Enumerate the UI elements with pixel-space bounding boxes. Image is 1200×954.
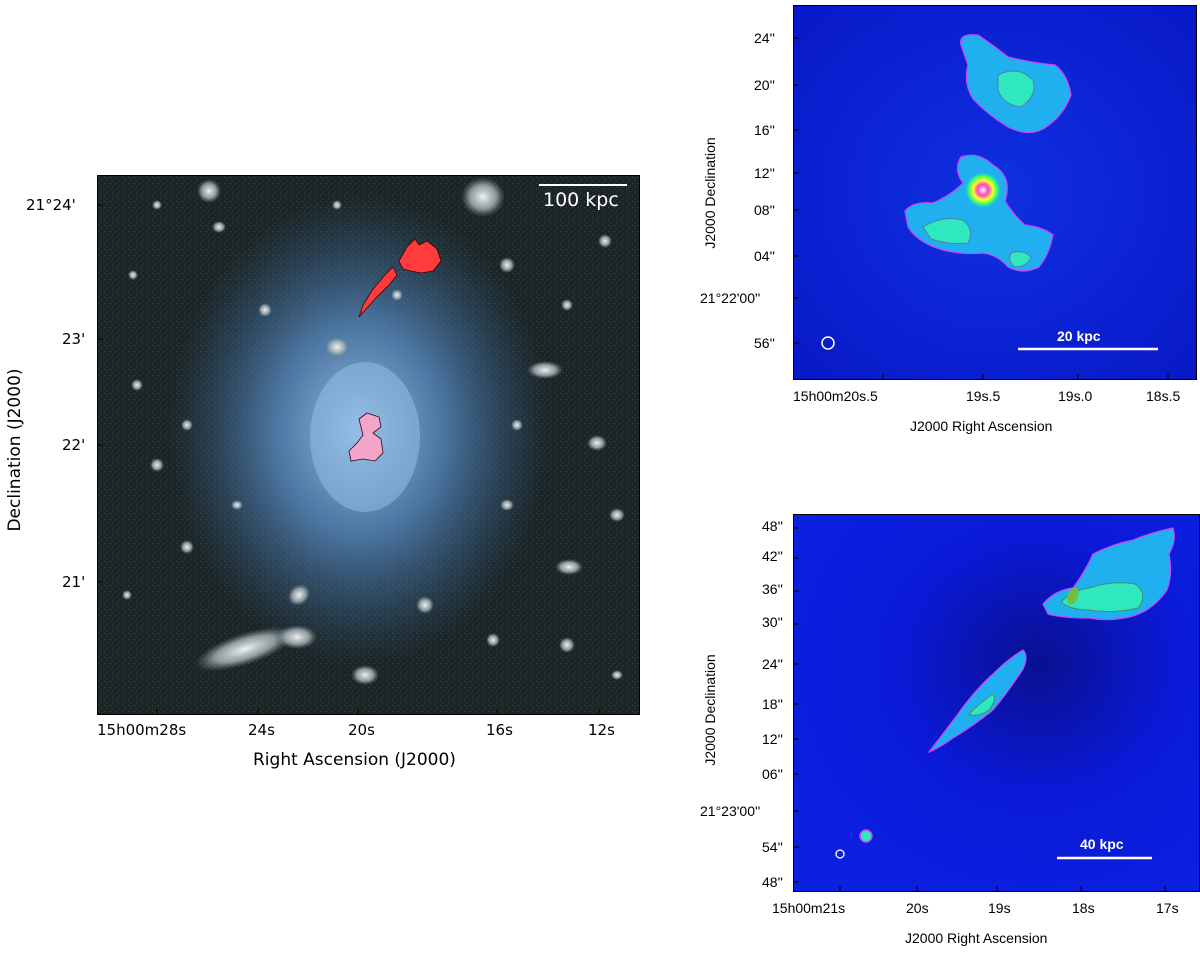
y-tick-2: 23' — [62, 330, 86, 348]
bottom-right-panel: 40 kpc 48'' 42'' 36'' 30'' 24'' 18'' 12'… — [680, 500, 1200, 954]
radio-tail-inner — [968, 693, 995, 716]
frame-border — [793, 5, 1197, 380]
southern-knot — [1009, 251, 1032, 268]
x-tick-2: 24s — [248, 721, 275, 739]
y-tick-6: 04'' — [754, 248, 775, 264]
southern-emission-inner — [922, 218, 972, 244]
y-tick-7: 21°22'00'' — [700, 290, 761, 306]
x-tick-2: 19s.5 — [966, 388, 1001, 404]
scale-bar-label: 40 kpc — [1080, 836, 1124, 852]
radio-map-top — [793, 5, 1197, 380]
x-tick-3: 19s — [988, 900, 1011, 916]
y-tick-4: 21' — [62, 573, 86, 591]
x-tick-5: 12s — [588, 721, 615, 739]
y-tick-7: 12'' — [762, 731, 783, 747]
y-tick-4: 12'' — [754, 165, 775, 181]
x-tick-1: 15h00m20s.5 — [793, 388, 878, 404]
radio-tail-northern — [358, 266, 398, 318]
x-tick-4: 18s — [1072, 900, 1095, 916]
y-axis-title: Declination (J2000) — [5, 368, 25, 532]
radio-map-bottom — [793, 514, 1200, 892]
radio-bcg-core — [348, 412, 384, 462]
beam-ellipse — [821, 336, 835, 350]
y-tick-2: 20'' — [754, 77, 775, 93]
y-tick-3: 16'' — [754, 122, 775, 138]
x-axis-title: J2000 Right Ascension — [905, 930, 1048, 946]
y-tick-1: 21°24' — [26, 196, 76, 214]
y-tick-11: 48'' — [762, 874, 783, 890]
scale-bar-label: 20 kpc — [1057, 328, 1101, 344]
compact-source — [859, 829, 873, 843]
y-tick-4: 30'' — [762, 614, 783, 630]
x-axis-title: Right Ascension (J2000) — [253, 750, 456, 770]
y-tick-5: 24'' — [762, 656, 783, 672]
y-tick-3: 36'' — [762, 581, 783, 597]
radio-core — [965, 172, 1001, 208]
x-tick-5: 17s — [1156, 900, 1179, 916]
y-tick-3: 22' — [62, 436, 86, 454]
left-panel: 100 kpc 21°24' 23' 22' 21' 15h00m28s 24s… — [0, 0, 660, 800]
x-tick-1: 15h00m28s — [97, 721, 187, 739]
scale-bar-label: 100 kpc — [543, 189, 619, 211]
y-tick-9: 21°23'00'' — [700, 803, 761, 819]
y-tick-2: 42'' — [762, 548, 783, 564]
x-tick-3: 20s — [348, 721, 375, 739]
y-tick-1: 24'' — [754, 30, 775, 46]
top-right-panel: 20 kpc 24'' 20'' 16'' 12'' 08'' 04'' 21°… — [680, 0, 1200, 450]
galaxies — [122, 177, 625, 685]
frame-border — [97, 175, 640, 715]
beam-ellipse — [835, 849, 845, 859]
y-tick-1: 48'' — [762, 518, 783, 534]
y-tick-8: 06'' — [762, 766, 783, 782]
y-tick-5: 08'' — [754, 202, 775, 218]
radio-tail — [927, 649, 1027, 754]
radio-lobe-inner — [1060, 582, 1144, 613]
x-tick-2: 20s — [906, 900, 929, 916]
x-tick-1: 15h00m21s — [772, 900, 846, 916]
radio-lobe-northern — [398, 238, 442, 274]
y-axis-title: J2000 Declination — [702, 137, 718, 249]
y-axis-title: J2000 Declination — [702, 654, 718, 766]
x-tick-3: 19s.0 — [1058, 388, 1093, 404]
x-tick-4: 18s.5 — [1146, 388, 1181, 404]
northern-lobe-inner — [997, 70, 1035, 108]
y-tick-8: 56'' — [754, 335, 775, 351]
x-tick-4: 16s — [486, 721, 513, 739]
x-axis-title: J2000 Right Ascension — [910, 418, 1053, 434]
y-tick-10: 54'' — [762, 839, 783, 855]
y-tick-6: 18'' — [762, 696, 783, 712]
radio-lobe-knot — [1067, 587, 1079, 605]
optical-image — [97, 175, 640, 715]
